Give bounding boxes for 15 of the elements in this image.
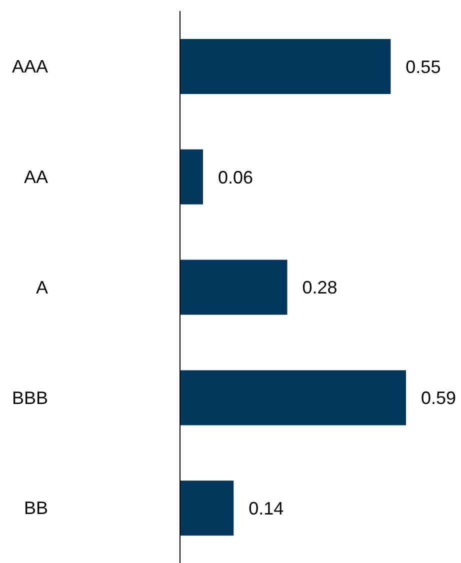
data-label: 0.28 — [302, 278, 338, 298]
data-label: 0.06 — [218, 167, 254, 188]
bar — [180, 370, 406, 426]
y-tick-label: BBB — [12, 388, 48, 408]
bar — [180, 149, 203, 204]
y-tick-label: AA — [24, 166, 48, 187]
data-label: 0.59 — [421, 388, 456, 408]
bar — [180, 39, 391, 94]
bar — [180, 260, 288, 315]
y-tick-label: A — [36, 277, 48, 298]
bar — [180, 480, 234, 536]
data-label: 0.14 — [248, 498, 284, 518]
data-label: 0.55 — [406, 56, 441, 77]
y-tick-label: AAA — [12, 56, 48, 77]
y-tick-label: BB — [24, 498, 48, 518]
